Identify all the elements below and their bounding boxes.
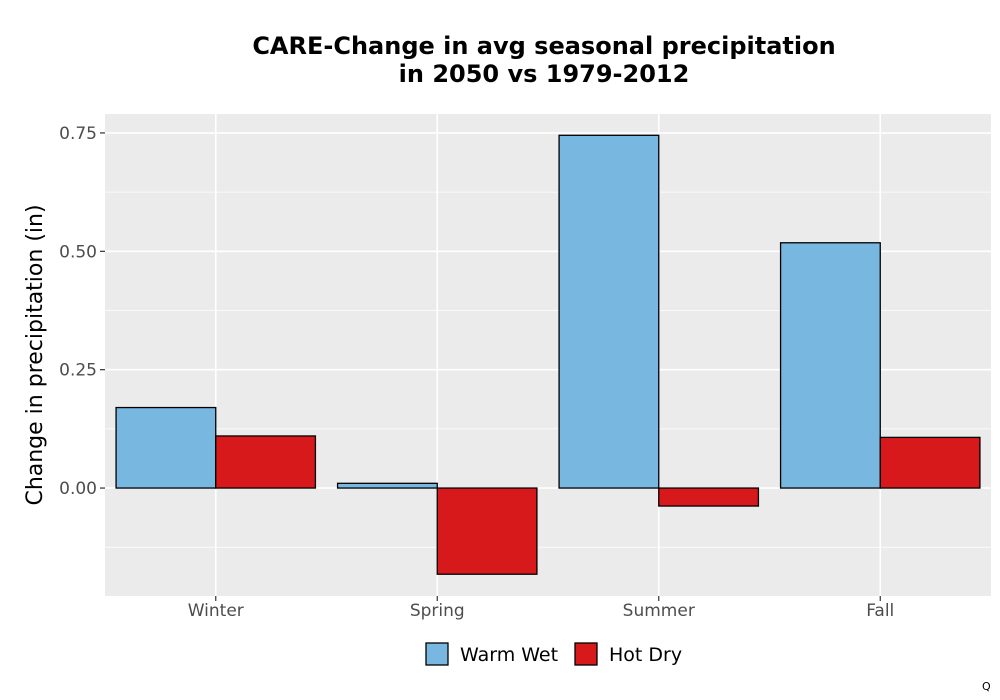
bars <box>115 134 981 575</box>
bar-warm-wet-summer <box>558 134 660 489</box>
x-tick-label: Spring <box>410 601 465 621</box>
y-tick-label: 0.50 <box>59 242 97 262</box>
bar-warm-wet-winter <box>115 406 217 489</box>
bar-hot-dry-winter <box>215 435 317 489</box>
y-tick-label: 0.00 <box>59 479 97 499</box>
bar-warm-wet-fall <box>779 242 881 489</box>
y-tick-label: 0.75 <box>59 124 97 144</box>
chart-title: CARE-Change in avg seasonal precipitatio… <box>252 32 835 88</box>
chart-title-line: in 2050 vs 1979-2012 <box>399 60 690 88</box>
bar-hot-dry-fall <box>879 436 981 489</box>
legend-key-warm-wet <box>425 642 449 666</box>
legend-label-hot-dry: Hot Dry <box>609 644 682 666</box>
legend-key-hot-dry <box>574 642 598 666</box>
legend-label-warm-wet: Warm Wet <box>460 644 558 666</box>
corner-mark: Q <box>982 680 991 693</box>
bar-warm-wet-spring <box>336 482 438 489</box>
y-axis-title: Change in precipitation (in) <box>23 204 48 505</box>
y-axis: 0.00 0.25 0.50 0.75 <box>59 124 105 499</box>
y-tick-label: 0.25 <box>59 361 97 381</box>
x-tick-label: Summer <box>623 601 695 621</box>
x-axis: Winter Spring Summer Fall <box>188 596 894 621</box>
bar-hot-dry-summer <box>658 487 760 507</box>
x-tick-label: Fall <box>866 601 894 621</box>
legend: Warm Wet Hot Dry <box>425 642 682 666</box>
chart-title-line: CARE-Change in avg seasonal precipitatio… <box>252 32 835 60</box>
bar-hot-dry-spring <box>436 487 538 575</box>
x-tick-label: Winter <box>188 601 244 621</box>
